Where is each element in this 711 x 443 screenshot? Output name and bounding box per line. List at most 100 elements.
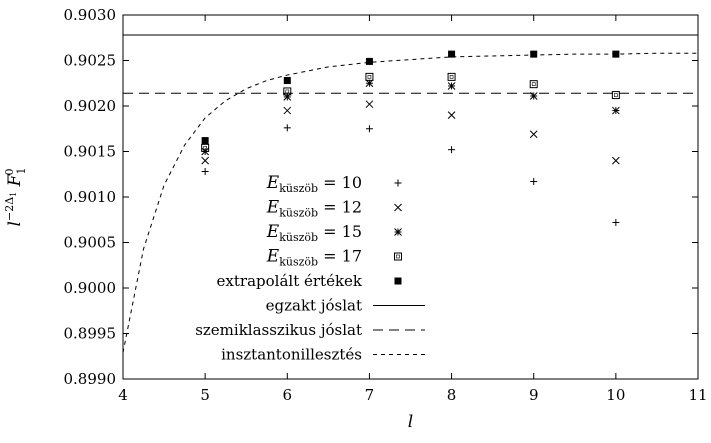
y-axis-label-text: l−2Δ1 F01	[3, 168, 28, 227]
marker-shape	[365, 57, 373, 65]
x-tick-label: 9	[529, 386, 539, 404]
data-point	[447, 82, 456, 90]
data-point	[447, 72, 456, 81]
marker-shape	[365, 72, 374, 81]
marker-shape-inner	[449, 75, 454, 79]
data-point	[530, 50, 538, 58]
marker-stroke	[201, 156, 209, 165]
lines-layer	[123, 34, 698, 353]
legend-marker	[394, 228, 402, 236]
data-point	[612, 218, 620, 226]
data-point	[612, 156, 620, 165]
marker-shape	[530, 50, 538, 58]
legend-marker	[394, 277, 402, 285]
marker-stroke	[612, 106, 620, 115]
marker-shape	[447, 72, 456, 81]
x-tick-label: 5	[200, 386, 210, 404]
legend-label: insztantonillesztés	[221, 346, 362, 364]
x-tick-label: 4	[118, 386, 128, 404]
marker-shape	[283, 87, 292, 96]
marker-stroke	[447, 111, 456, 119]
marker-shape-inner	[285, 89, 290, 94]
x-tick-label: 11	[688, 386, 707, 404]
points-layer	[201, 50, 620, 226]
legend-label: Eküszöb = 15	[266, 222, 362, 244]
y-tick-label: 0.9030	[64, 6, 117, 24]
x-tick-label: 7	[365, 386, 375, 404]
marker-shape-inner	[531, 82, 536, 86]
x-axis-label: l	[408, 412, 413, 432]
marker-stroke	[394, 203, 402, 212]
marker-shape-inner	[367, 75, 372, 79]
legend-label: szemiklasszikus jóslat	[195, 321, 362, 339]
legend-label: Eküszöb = 10	[266, 173, 362, 195]
data-point	[529, 92, 538, 100]
marker-shape	[612, 50, 620, 58]
marker-stroke	[529, 92, 538, 100]
data-point	[612, 50, 620, 58]
data-point	[448, 146, 456, 154]
axes-ticks: 4 5 6 7 8 9 10 11 0.8990 0.8995 0.9000 0.9005 0.9010…	[64, 6, 708, 404]
marker-stroke	[394, 228, 402, 236]
y-tick-label: 0.9020	[64, 97, 117, 115]
marker-stroke	[447, 82, 456, 90]
y-tick-label: 0.9000	[64, 279, 117, 297]
marker-stroke	[365, 79, 374, 88]
marker-shape-inner	[614, 93, 618, 97]
x-tick-label: 10	[606, 386, 625, 404]
data-point	[283, 124, 291, 132]
y-tick-label: 0.9005	[64, 234, 117, 252]
marker-shape	[611, 91, 620, 100]
y-tick-label: 0.9010	[64, 188, 117, 206]
data-point	[201, 137, 209, 145]
data-point	[365, 57, 373, 65]
data-point	[365, 100, 374, 109]
marker-shape	[201, 137, 209, 145]
y-tick-label: 0.8995	[64, 325, 117, 343]
data-point	[283, 87, 292, 96]
legend-label: Eküszöb = 17	[266, 247, 362, 269]
marker-stroke	[612, 156, 620, 165]
data-point	[365, 79, 374, 88]
marker-stroke	[529, 130, 538, 139]
legend-label: egzakt jóslat	[266, 297, 362, 315]
y-axis-label: l−2Δ1 F01	[3, 168, 28, 227]
data-point	[611, 91, 620, 100]
x-tick-label: 6	[283, 386, 293, 404]
data-point	[529, 130, 538, 139]
marker-stroke	[283, 106, 292, 115]
data-point	[612, 106, 620, 115]
data-point	[201, 156, 209, 165]
data-point	[447, 111, 456, 119]
data-point	[365, 125, 373, 133]
legend-marker	[394, 203, 402, 212]
marker-shape-inner	[396, 254, 400, 259]
legend-marker	[394, 179, 402, 187]
marker-shape	[283, 77, 291, 85]
data-point	[201, 143, 210, 152]
data-point	[530, 178, 538, 186]
data-point	[283, 77, 291, 85]
marker-shape	[448, 50, 456, 58]
data-point	[201, 168, 209, 176]
marker-shape-inner	[203, 146, 207, 150]
series-curve	[123, 52, 698, 353]
marker-shape	[394, 252, 402, 261]
x-tick-label: 8	[447, 386, 457, 404]
marker-stroke	[365, 100, 374, 109]
marker-shape	[529, 80, 538, 89]
y-tick-label: 0.9015	[64, 143, 117, 161]
legend-label: extrapolált értékek	[217, 272, 363, 290]
data-point	[283, 106, 292, 115]
marker-shape	[201, 143, 210, 152]
y-tick-label: 0.8990	[64, 370, 117, 388]
marker-shape	[394, 277, 402, 285]
data-point	[448, 50, 456, 58]
y-tick-label: 0.9025	[64, 52, 117, 70]
data-point	[365, 72, 374, 81]
data-point	[529, 80, 538, 89]
legend-marker	[394, 252, 402, 261]
